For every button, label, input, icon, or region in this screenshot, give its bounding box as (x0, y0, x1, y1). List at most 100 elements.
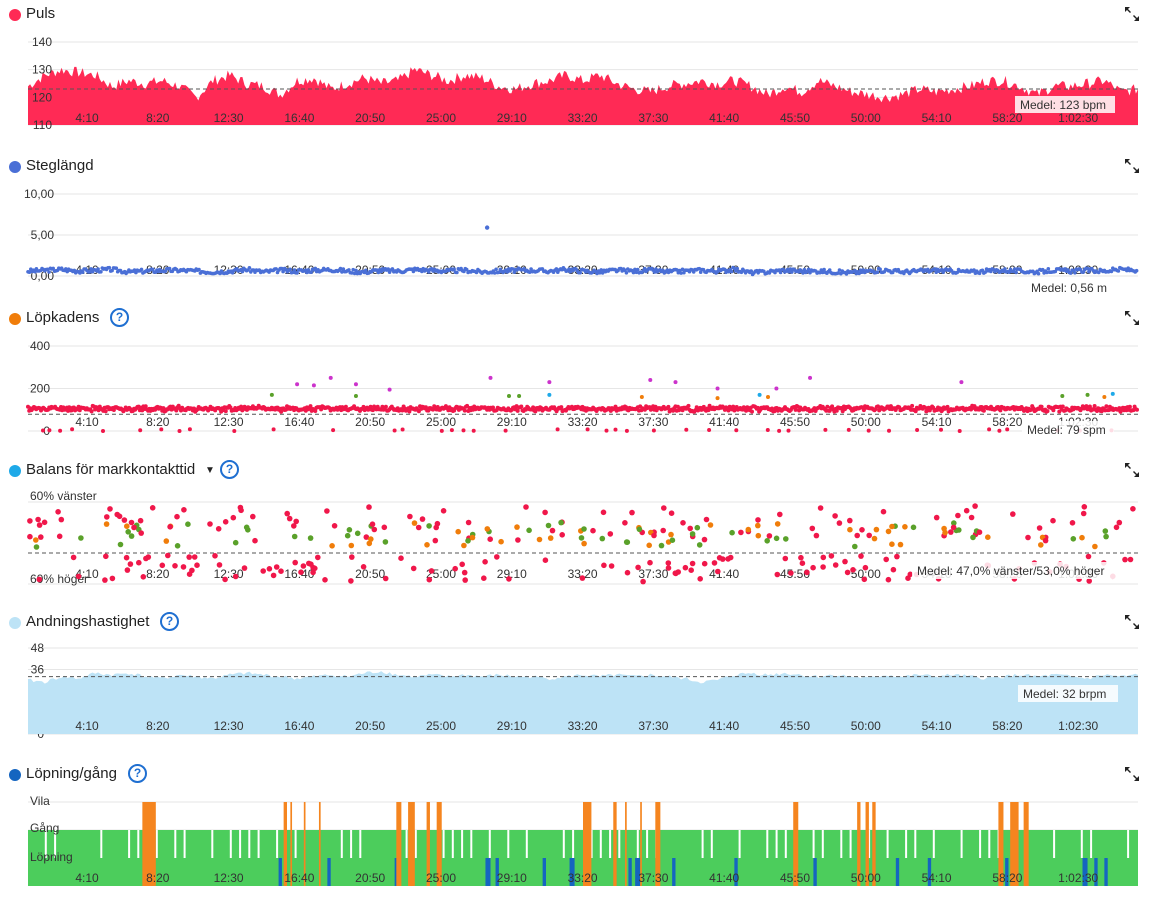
mean-label: Medel: 79 spm (1027, 423, 1106, 437)
cadence-purple-point (808, 375, 813, 380)
balance-point (897, 541, 904, 548)
cadence-point (910, 403, 915, 408)
balance-point (27, 518, 33, 524)
x-tick-label: 12:30 (214, 871, 244, 885)
x-tick-label: 45:50 (780, 567, 810, 581)
x-tick-label: 33:20 (568, 567, 598, 581)
balance-point (307, 535, 314, 541)
stride-point (390, 267, 395, 271)
balance-point (38, 534, 44, 540)
x-tick-label: 50:00 (851, 719, 881, 733)
cadence-cyan-point (757, 392, 762, 397)
cadence-green-point (353, 393, 358, 398)
cadence-point (423, 405, 428, 410)
cadence-low-point (439, 428, 444, 433)
cadence-point (559, 405, 564, 410)
kadens-header: Löpkadens ? (0, 304, 1152, 328)
balance-point (968, 514, 975, 521)
cadence-purple-point (328, 375, 333, 380)
cadence-green-point (1060, 393, 1065, 398)
kadens-help-icon[interactable]: ? (110, 308, 129, 327)
walk-gap (340, 830, 343, 858)
walk-gap (646, 830, 649, 858)
walk-gap (1090, 830, 1093, 858)
walk-gap (960, 830, 963, 858)
balance-point (665, 565, 672, 571)
lopning-help-icon[interactable]: ? (128, 764, 147, 783)
stride-point (980, 268, 985, 273)
stride-point (739, 270, 744, 275)
cadence-point (519, 404, 524, 409)
cadence-low-point (1005, 427, 1010, 432)
x-tick-label: 50:00 (851, 871, 881, 885)
balance-point (165, 552, 171, 559)
x-tick-label: 54:10 (922, 719, 952, 733)
balance-point (459, 561, 466, 568)
cadence-point (923, 405, 928, 410)
rest-segment (625, 802, 627, 886)
balance-point (121, 517, 128, 523)
balance-point (369, 521, 376, 527)
balans-help-icon[interactable]: ? (220, 460, 239, 479)
balance-point (293, 518, 300, 525)
cadence-purple-point (488, 375, 493, 380)
stride-point (697, 266, 702, 271)
category-label: Löpning (30, 850, 73, 864)
balans-title: Balans för markkontakttid (26, 461, 196, 478)
balance-point (894, 553, 900, 560)
balance-point (542, 509, 548, 516)
stride-point (87, 270, 92, 274)
cadence-point (407, 409, 412, 414)
mean-label: Medel: 47,0% vänster/53,0% höger (917, 564, 1104, 578)
kadens-expand-icon[interactable] (1124, 310, 1140, 326)
kadens-chart: 400 200 0 4:10 8:20 12:30 16:40 20:50 25:00 29:10… (26, 339, 1139, 438)
stride-point (350, 271, 354, 275)
stride-point (99, 270, 103, 274)
walk-gap (276, 830, 279, 858)
balance-point (1113, 524, 1120, 531)
x-tick-label: 33:20 (568, 871, 598, 885)
stride-point (386, 267, 391, 271)
balans-expand-icon[interactable] (1124, 462, 1140, 478)
cadence-low-point (471, 428, 476, 433)
andning-help-icon[interactable]: ? (160, 612, 179, 631)
y-tick-label: 5,00 (31, 228, 55, 242)
balance-point (36, 522, 43, 528)
balance-point (230, 514, 237, 521)
balance-point (104, 514, 110, 520)
andning-expand-icon[interactable] (1124, 614, 1140, 630)
x-tick-label: 58:20 (992, 415, 1022, 429)
cadence-orange-point (766, 395, 770, 399)
balance-point (125, 529, 131, 535)
cadence-point (981, 408, 986, 413)
balance-point (461, 542, 467, 549)
balance-point (766, 533, 773, 539)
walk-gap (599, 830, 602, 858)
balance-point (873, 526, 880, 533)
balance-point (137, 517, 144, 524)
puls-expand-icon[interactable] (1124, 6, 1140, 22)
x-tick-label: 29:10 (497, 871, 527, 885)
stride-point (1087, 269, 1091, 274)
lopning-expand-icon[interactable] (1124, 766, 1140, 782)
cadence-low-point (786, 428, 791, 433)
balance-point (701, 536, 708, 543)
x-tick-label: 20:50 (355, 111, 385, 125)
balans-dropdown-icon[interactable]: ▼ (205, 465, 215, 476)
balance-point (216, 562, 223, 568)
stride-point (1116, 269, 1121, 273)
steg-expand-icon[interactable] (1124, 158, 1140, 174)
x-tick-label: 12:30 (214, 415, 244, 429)
balance-point (661, 505, 667, 511)
balance-point (189, 567, 195, 574)
walk-gap (488, 830, 491, 858)
puls-legend-dot (9, 9, 21, 21)
cadence-point (223, 409, 228, 414)
x-tick-label: 29:10 (497, 111, 527, 125)
balance-point (127, 561, 134, 567)
stride-point (808, 270, 812, 275)
balance-point (764, 538, 770, 544)
balance-point (783, 536, 789, 542)
stride-point (376, 270, 381, 275)
